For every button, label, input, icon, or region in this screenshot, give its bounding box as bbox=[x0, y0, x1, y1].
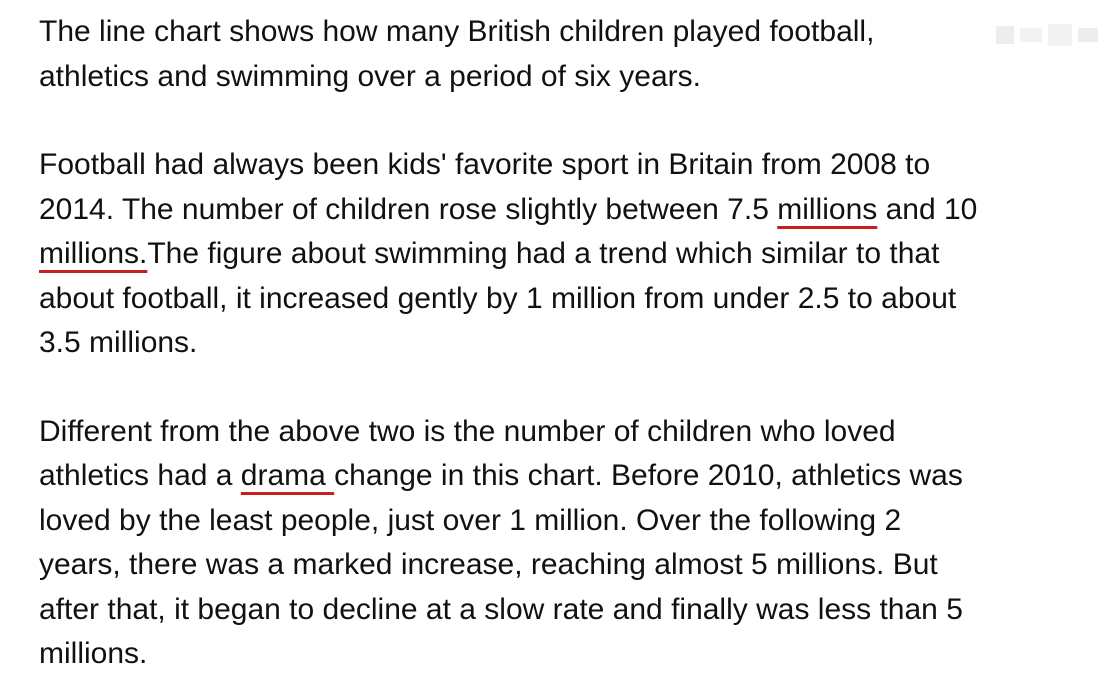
text-segment: years, there was a marked increase, reac… bbox=[39, 548, 938, 581]
text-segment: Different from the above two is the numb… bbox=[39, 414, 896, 448]
text-line: Football had always been kids' favorite … bbox=[39, 143, 1099, 188]
text-segment: athletics had a bbox=[39, 459, 241, 492]
text-line: Different from the above two is the numb… bbox=[39, 410, 1099, 455]
spellcheck-flagged-word: drama bbox=[240, 459, 335, 492]
text-segment: The figure about swimming had a trend wh… bbox=[147, 237, 940, 270]
text-line: athletics had a drama change in this cha… bbox=[39, 454, 1099, 499]
text-segment: and 10 bbox=[877, 192, 978, 226]
text-line: athletics and swimming over a period of … bbox=[39, 55, 1099, 100]
text-line: years, there was a marked increase, reac… bbox=[39, 543, 1099, 588]
text-line: millions. bbox=[39, 632, 1099, 677]
paragraph: Football had always been kids' favorite … bbox=[39, 143, 1099, 366]
paragraph: Different from the above two is the numb… bbox=[39, 410, 1099, 677]
text-segment: 3.5 millions. bbox=[39, 326, 198, 359]
text-segment: about football, it increased gently by 1… bbox=[39, 281, 957, 315]
text-segment: Football had always been kids' favorite … bbox=[39, 148, 931, 181]
text-segment: athletics and swimming over a period of … bbox=[39, 59, 701, 93]
text-line: loved by the least people, just over 1 m… bbox=[39, 499, 1099, 544]
text-segment: loved by the least people, just over 1 m… bbox=[39, 503, 902, 537]
text-segment: change in this chart. Before 2010, athle… bbox=[334, 459, 963, 492]
document-body: The line chart shows how many British ch… bbox=[39, 10, 1099, 677]
text-line: millions.The figure about swimming had a… bbox=[39, 232, 1099, 277]
text-segment: The line chart shows how many British ch… bbox=[39, 15, 875, 48]
spellcheck-flagged-word: millions bbox=[777, 192, 878, 226]
text-line: after that, it began to decline at a slo… bbox=[39, 588, 1099, 633]
text-line: 3.5 millions. bbox=[39, 321, 1099, 366]
text-line: The line chart shows how many British ch… bbox=[39, 10, 1099, 55]
text-segment: after that, it began to decline at a slo… bbox=[39, 592, 963, 626]
text-line: 2014. The number of children rose slight… bbox=[39, 188, 1099, 233]
watermark-logo bbox=[996, 24, 1098, 46]
text-segment: millions. bbox=[39, 637, 148, 670]
text-line: about football, it increased gently by 1… bbox=[39, 277, 1099, 322]
text-segment: 2014. The number of children rose slight… bbox=[39, 192, 778, 226]
paragraph: The line chart shows how many British ch… bbox=[39, 10, 1099, 99]
spellcheck-flagged-word: millions. bbox=[39, 237, 148, 270]
